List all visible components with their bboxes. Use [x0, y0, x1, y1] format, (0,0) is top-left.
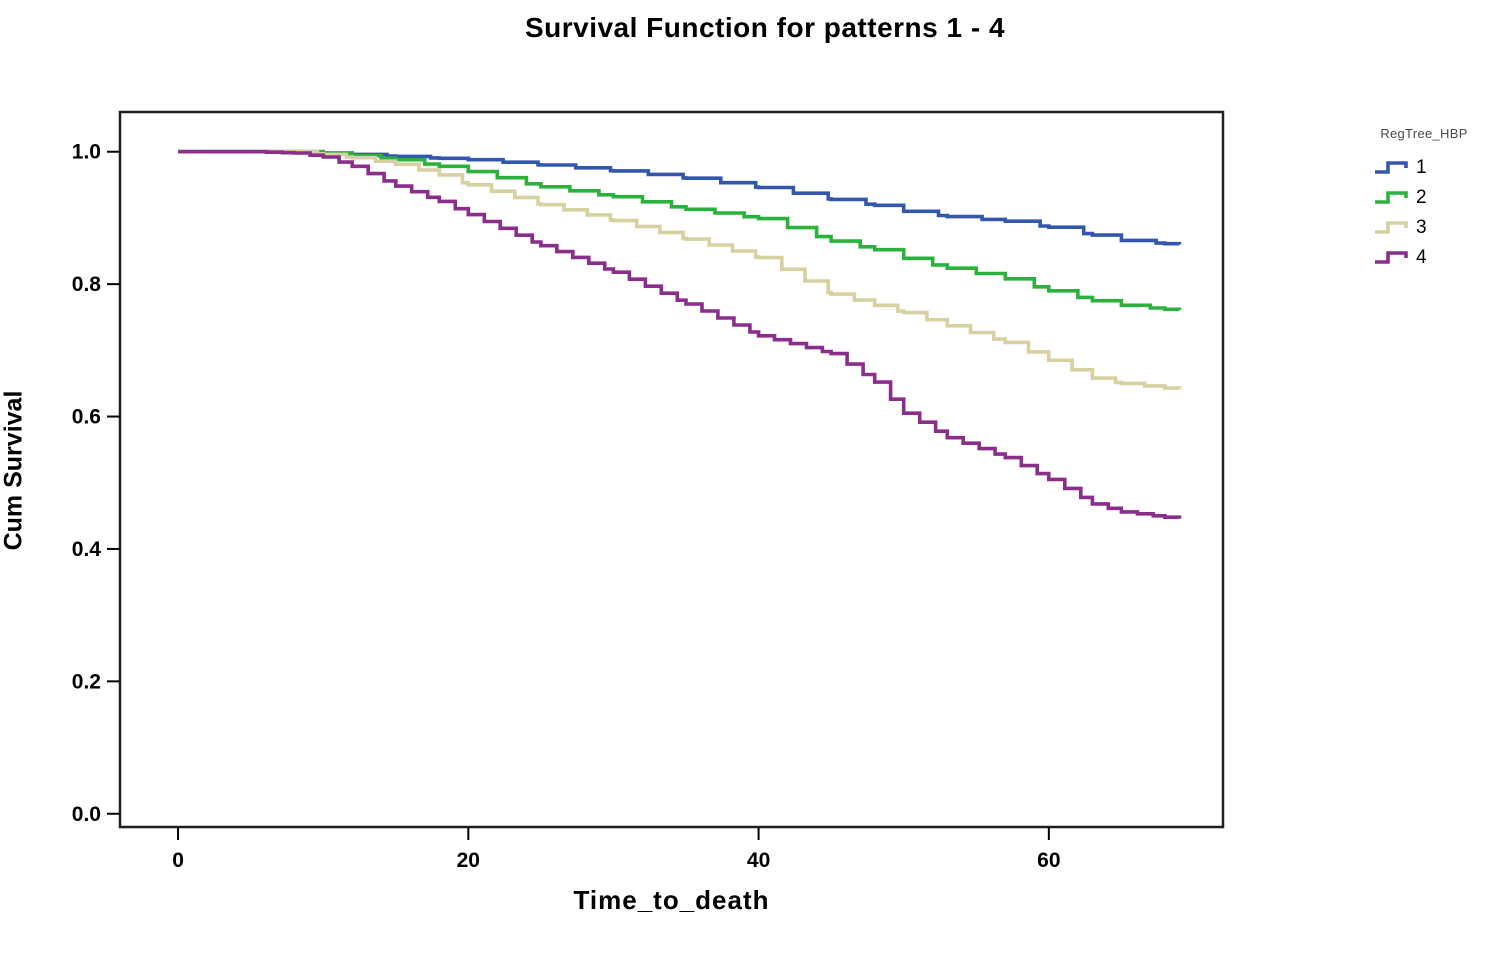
survival-curve-3: [178, 149, 1182, 390]
y-tick-label: 0.8: [72, 273, 102, 296]
legend-label: 2: [1416, 187, 1427, 208]
legend-item-3: 3: [1348, 213, 1500, 243]
legend-label: 4: [1416, 247, 1427, 268]
y-tick-label: 0.4: [72, 538, 102, 561]
survival-curve-1: [178, 149, 1182, 246]
y-tick-label: 1.0: [72, 141, 101, 164]
legend-item-1: 1: [1348, 153, 1500, 183]
legend: RegTree_HBP 1 2 3 4: [1348, 126, 1500, 273]
survival-curve-4: [178, 149, 1182, 519]
x-axis-title: Time_to_death: [573, 885, 770, 915]
legend-label: 1: [1416, 157, 1427, 178]
chart-title: Survival Function for patterns 1 - 4: [524, 12, 1006, 43]
legend-item-2: 2: [1348, 183, 1500, 213]
survival-curve-2: [178, 149, 1182, 312]
y-tick-label: 0.2: [72, 670, 101, 693]
x-tick-label: 20: [457, 849, 480, 872]
x-tick-label: 60: [1037, 849, 1060, 872]
legend-step-swatch-icon: [1375, 221, 1408, 234]
y-tick-label: 0.0: [72, 803, 101, 826]
x-tick-label: 40: [747, 849, 770, 872]
legend-label: 3: [1416, 217, 1427, 238]
y-tick-label: 0.6: [72, 406, 101, 429]
legend-step-swatch-icon: [1375, 251, 1408, 264]
legend-step-swatch-icon: [1375, 161, 1408, 174]
legend-step-swatch-icon: [1375, 191, 1408, 204]
legend-item-4: 4: [1348, 243, 1500, 273]
legend-title: RegTree_HBP: [1380, 126, 1468, 141]
x-tick-label: 0: [172, 849, 184, 872]
plot-frame: [118, 110, 1225, 829]
y-axis-title: Cum Survival: [0, 390, 28, 551]
